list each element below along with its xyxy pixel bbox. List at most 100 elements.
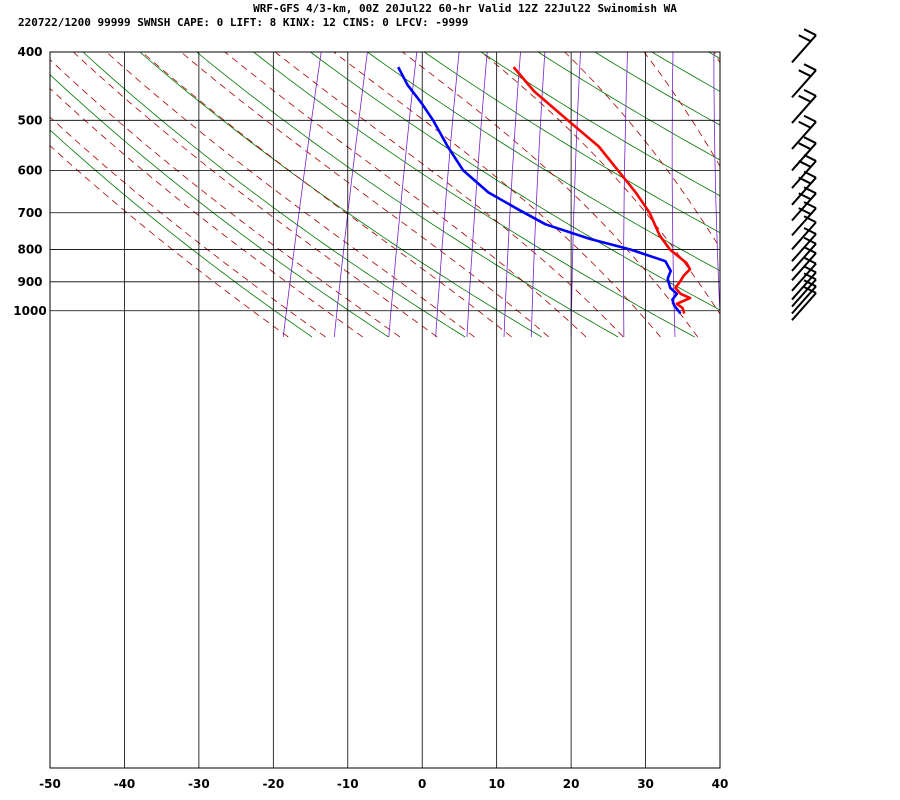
dry-adiabat bbox=[594, 52, 720, 126]
moist-adiabat bbox=[72, 52, 438, 338]
wind-barb-feather bbox=[803, 215, 817, 224]
moist-adiabat bbox=[50, 145, 289, 338]
wind-barb-feather bbox=[803, 186, 817, 195]
moist-adiabat bbox=[105, 52, 475, 338]
mixing-ratio-line bbox=[466, 52, 488, 338]
dry-adiabat bbox=[50, 129, 313, 338]
wind-barb-feather bbox=[803, 136, 817, 145]
wind-barb bbox=[791, 286, 817, 321]
mixing-ratio-line bbox=[843, 22, 870, 337]
moist-adiabat bbox=[480, 52, 720, 315]
wind-barb-feather bbox=[798, 142, 812, 151]
x-tick-label: -50 bbox=[39, 777, 61, 791]
dry-adiabat bbox=[480, 52, 720, 197]
wind-barb-feather bbox=[798, 160, 812, 168]
wind-barb bbox=[791, 215, 817, 251]
wind-barb bbox=[791, 28, 817, 64]
wind-barb-column bbox=[791, 28, 817, 321]
x-tick-label: -40 bbox=[114, 777, 136, 791]
mixing-ratio-line bbox=[282, 52, 322, 338]
dry-adiabat bbox=[252, 52, 695, 338]
wind-barb-feather bbox=[803, 201, 817, 210]
wind-barb bbox=[791, 236, 817, 272]
wind-barb-feather bbox=[803, 286, 817, 294]
y-tick-label: 400 bbox=[17, 45, 42, 59]
dry-adiabat bbox=[707, 52, 720, 59]
x-tick-label: 10 bbox=[488, 777, 505, 791]
wind-barb-feather bbox=[798, 94, 812, 103]
x-tick-label: -30 bbox=[188, 777, 210, 791]
dry-adiabat bbox=[82, 52, 466, 338]
dry-adiabat bbox=[423, 52, 720, 234]
wind-barb bbox=[791, 63, 817, 99]
wind-barb-feather bbox=[803, 227, 817, 235]
dry-adiabat bbox=[139, 52, 542, 338]
x-tick-label: 0 bbox=[418, 777, 426, 791]
mixing-ratio-line bbox=[435, 52, 460, 338]
dry-adiabat bbox=[651, 52, 720, 92]
wind-barb-staff bbox=[791, 207, 817, 237]
moist-adiabat bbox=[141, 52, 512, 338]
wind-barb-feather bbox=[803, 236, 817, 245]
wind-barb-feather bbox=[798, 34, 812, 43]
wind-barb bbox=[791, 114, 817, 150]
y-tick-label: 500 bbox=[17, 113, 42, 127]
plot-area: -50 -40 -30 -20 -10 0 10 20 30 40 400 500 600 700 800 9… bbox=[13, 22, 900, 791]
chart-title: WRF-GFS 4/3-km, 00Z 20Jul22 60-hr Valid … bbox=[253, 2, 677, 15]
wind-barb-staff bbox=[791, 69, 817, 99]
wind-barb-feather bbox=[798, 120, 812, 129]
wind-barb-staff bbox=[791, 221, 817, 251]
moist-adiabat bbox=[643, 52, 720, 167]
wind-barb-staff bbox=[791, 243, 817, 272]
x-tick-label: 20 bbox=[563, 777, 580, 791]
wind-barb-staff bbox=[791, 142, 817, 172]
moist-adiabat bbox=[50, 59, 401, 338]
dry-adiabat bbox=[196, 52, 619, 338]
dry-adiabat bbox=[50, 74, 389, 338]
mixing-ratio-line bbox=[623, 52, 628, 338]
wind-barb-feather bbox=[803, 265, 817, 274]
wind-barb-feather bbox=[803, 114, 817, 123]
wind-barb-staff bbox=[791, 160, 817, 189]
moist-adiabat bbox=[333, 52, 661, 338]
wind-barb-feather bbox=[803, 246, 817, 254]
chart-subtitle-indices: 220722/1200 99999 SWNSH CAPE: 0 LIFT: 8 … bbox=[18, 16, 468, 29]
plot-frame bbox=[49, 51, 721, 769]
moist-adiabat bbox=[274, 52, 624, 338]
y-tick-label: 1000 bbox=[13, 304, 46, 318]
mixing-ratio-line bbox=[767, 22, 782, 337]
y-tick-label: 600 bbox=[17, 163, 42, 177]
dry-adiabat bbox=[366, 52, 720, 272]
wind-barb-staff bbox=[791, 262, 817, 292]
y-tick-label: 800 bbox=[17, 242, 42, 256]
moist-adiabat bbox=[224, 52, 587, 338]
wind-barb-feather bbox=[798, 69, 812, 78]
temperature-trace bbox=[512, 66, 692, 314]
wind-barb bbox=[791, 256, 817, 292]
wind-barb-staff bbox=[791, 34, 817, 64]
wind-barb bbox=[791, 170, 817, 206]
mixing-ratio-line bbox=[888, 22, 900, 337]
mixing-ratio-line bbox=[333, 52, 368, 338]
wind-barb-feather bbox=[803, 154, 817, 162]
x-tick-label: -10 bbox=[337, 777, 359, 791]
wind-barb-staff bbox=[791, 121, 817, 150]
x-tick-label: 30 bbox=[637, 777, 654, 791]
wind-barb-feather bbox=[803, 279, 817, 288]
moist-adiabat bbox=[762, 22, 884, 337]
wind-barb-staff bbox=[791, 95, 817, 124]
wind-barb-feather bbox=[803, 88, 817, 97]
dry-adiabat bbox=[823, 22, 900, 337]
mixing-ratio-line bbox=[503, 52, 521, 338]
dewpoint-trace bbox=[397, 66, 682, 315]
wind-barb-staff bbox=[791, 176, 817, 206]
wind-barb-feather bbox=[798, 207, 812, 216]
x-tick-label: 40 bbox=[712, 777, 729, 791]
dry-adiabat bbox=[878, 22, 900, 337]
moist-adiabat bbox=[50, 88, 363, 338]
wind-barb-feather bbox=[803, 256, 817, 265]
dry-adiabat bbox=[309, 52, 720, 311]
wind-barb bbox=[791, 88, 817, 124]
wind-barb bbox=[791, 154, 817, 189]
